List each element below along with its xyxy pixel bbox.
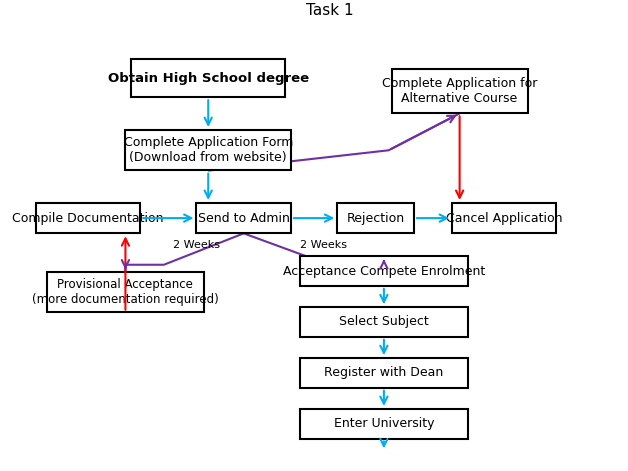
Title: Task 1: Task 1 <box>306 3 354 18</box>
Text: Enter University: Enter University <box>333 417 434 430</box>
Text: Provisional Acceptance
(more documentation required): Provisional Acceptance (more documentati… <box>32 278 219 306</box>
Text: Register with Dean: Register with Dean <box>324 366 443 379</box>
Text: Complete Application Form
(Download from website): Complete Application Form (Download from… <box>124 136 293 164</box>
Text: Cancel Application: Cancel Application <box>446 211 562 225</box>
FancyBboxPatch shape <box>47 272 204 312</box>
FancyBboxPatch shape <box>337 203 414 233</box>
Text: 2 Weeks: 2 Weeks <box>173 240 220 250</box>
Text: Complete Application for
Alternative Course: Complete Application for Alternative Cou… <box>382 77 538 105</box>
FancyBboxPatch shape <box>392 69 528 113</box>
FancyBboxPatch shape <box>452 203 556 233</box>
FancyBboxPatch shape <box>300 358 468 388</box>
Text: Obtain High School degree: Obtain High School degree <box>107 72 309 85</box>
FancyBboxPatch shape <box>197 203 291 233</box>
Text: 2 Weeks: 2 Weeks <box>300 240 347 250</box>
FancyBboxPatch shape <box>300 307 468 337</box>
Text: Compile Documentation: Compile Documentation <box>13 211 164 225</box>
FancyBboxPatch shape <box>131 59 285 97</box>
FancyBboxPatch shape <box>300 409 468 439</box>
Text: Send to Admin: Send to Admin <box>198 211 290 225</box>
FancyBboxPatch shape <box>300 256 468 286</box>
Text: Rejection: Rejection <box>347 211 404 225</box>
Text: Select Subject: Select Subject <box>339 316 429 328</box>
FancyBboxPatch shape <box>126 130 291 171</box>
Text: Acceptance Compete Enrolment: Acceptance Compete Enrolment <box>283 265 485 277</box>
FancyBboxPatch shape <box>36 203 140 233</box>
